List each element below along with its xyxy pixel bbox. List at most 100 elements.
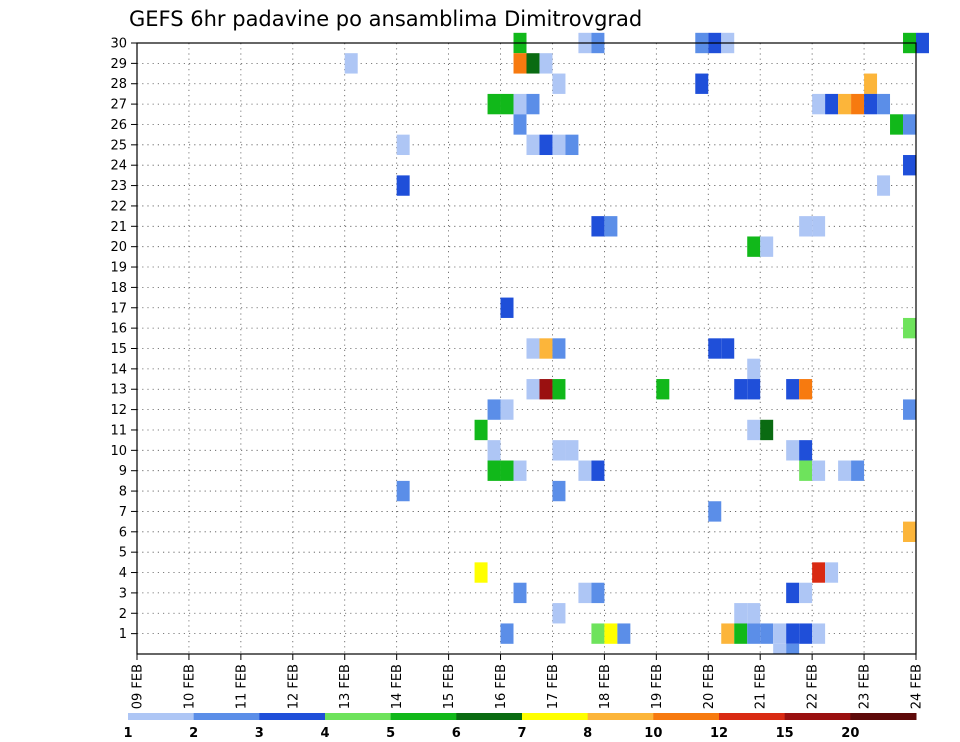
y-tick-label: 15 <box>110 342 127 357</box>
y-tick-label: 13 <box>110 383 127 398</box>
legend-label: 1 <box>123 726 132 741</box>
heatmap-cell <box>656 379 670 400</box>
legend-swatch <box>784 713 851 720</box>
heatmap-cell <box>786 623 800 644</box>
heatmap-cell <box>786 440 800 461</box>
x-axis-ticks: 09 FEB 10 FEB 11 FEB 12 FEB 13 FEB 14 FEB 15 F… <box>131 654 925 709</box>
x-tick-label: 19 FEB <box>650 664 665 709</box>
y-tick-label: 19 <box>110 261 127 276</box>
heatmap-cell <box>786 643 800 654</box>
y-tick-label: 20 <box>110 240 127 255</box>
heatmap-cell <box>877 175 891 196</box>
legend-swatch <box>128 713 195 720</box>
heatmap-cell <box>513 114 527 135</box>
chart-title: GEFS 6hr padavine po ansamblima Dimitrov… <box>129 7 642 31</box>
legend-label: 15 <box>776 726 794 741</box>
x-tick-label: 17 FEB <box>546 664 561 709</box>
x-tick-label: 20 FEB <box>702 664 717 709</box>
heatmap-cell <box>799 216 813 237</box>
heatmap-cell <box>500 93 514 115</box>
legend-label: 2 <box>189 726 198 741</box>
heatmap-cell <box>513 582 527 604</box>
heatmap-cell <box>604 216 618 237</box>
heatmap-cell <box>786 379 800 400</box>
legend-swatch <box>522 713 589 720</box>
legend-label: 8 <box>583 726 592 741</box>
heatmap-cell <box>578 460 592 481</box>
y-tick-label: 30 <box>110 37 127 52</box>
heatmap-cell <box>604 623 618 644</box>
heatmap-cell <box>786 582 800 604</box>
x-tick-label: 09 FEB <box>131 664 146 709</box>
heatmap-cell <box>591 582 605 604</box>
heatmap-cell <box>747 358 761 380</box>
heatmap-cell <box>396 134 410 156</box>
y-tick-label: 16 <box>110 322 127 337</box>
legend-swatch <box>390 713 457 720</box>
legend-label: 12 <box>710 726 728 741</box>
heatmap-cell <box>760 623 774 644</box>
heatmap-cell <box>812 216 826 237</box>
x-tick-label: 18 FEB <box>598 664 613 709</box>
heatmap-cell <box>708 338 722 359</box>
color-legend: 1 2 3 4 5 6 7 8 10 12 15 20 <box>123 713 917 741</box>
heatmap-cell <box>500 297 514 318</box>
x-tick-label: 14 FEB <box>390 664 405 709</box>
legend-label: 20 <box>841 726 859 741</box>
x-tick-label: 16 FEB <box>494 664 509 709</box>
heatmap-cell <box>747 419 761 441</box>
heatmap-cell <box>864 73 878 94</box>
legend-swatch <box>193 713 260 720</box>
legend-swatch <box>653 713 720 720</box>
legend-label: 4 <box>320 726 329 741</box>
y-tick-label: 1 <box>119 627 127 642</box>
heatmap-cell <box>526 93 540 115</box>
heatmap-cell <box>838 460 852 481</box>
heatmap-cell <box>773 623 787 644</box>
heatmap-cell <box>903 399 916 420</box>
heatmap-cell <box>565 440 579 461</box>
legend-swatch <box>259 713 326 720</box>
heatmap-cell <box>526 338 540 359</box>
heatmap-cell <box>760 419 774 441</box>
heatmap-cell <box>487 460 501 481</box>
heatmap-cell <box>474 419 488 441</box>
heatmap-cell <box>773 643 787 654</box>
heatmap-cell <box>747 236 761 257</box>
heatmap-cell <box>825 562 839 583</box>
heatmap-cell <box>695 73 709 94</box>
y-tick-label: 11 <box>110 423 127 438</box>
heatmap-cell <box>734 603 748 624</box>
x-tick-label: 24 FEB <box>910 664 925 709</box>
heatmap-cell <box>526 53 540 74</box>
heatmap-cell <box>747 379 761 400</box>
y-tick-label: 10 <box>110 444 127 459</box>
x-tick-label: 15 FEB <box>442 664 457 709</box>
legend-swatch <box>719 713 786 720</box>
heatmap-cell <box>851 93 865 115</box>
y-tick-label: 24 <box>110 159 127 174</box>
heatmap-cell <box>903 521 916 542</box>
heatmap-cell <box>526 379 540 400</box>
x-tick-label: 21 FEB <box>754 664 769 709</box>
heatmap-cell <box>903 317 916 339</box>
heatmap-cell <box>799 623 813 644</box>
heatmap-cell <box>799 379 813 400</box>
heatmap-cell <box>734 623 748 644</box>
y-tick-label: 9 <box>119 464 127 479</box>
y-tick-label: 23 <box>110 179 127 194</box>
y-tick-label: 18 <box>110 281 127 296</box>
heatmap-cell <box>578 582 592 604</box>
heatmap-cell <box>890 114 904 135</box>
heatmap-cell <box>552 480 566 502</box>
heatmap-cell <box>552 603 566 624</box>
y-tick-label: 6 <box>119 525 127 540</box>
y-tick-label: 27 <box>110 98 127 113</box>
heatmap-cell <box>916 32 929 54</box>
y-tick-label: 2 <box>119 607 127 622</box>
y-tick-label: 12 <box>110 403 127 418</box>
heatmap-cell <box>864 93 878 115</box>
legend-swatch <box>850 713 917 720</box>
heatmap-cell <box>565 134 579 156</box>
